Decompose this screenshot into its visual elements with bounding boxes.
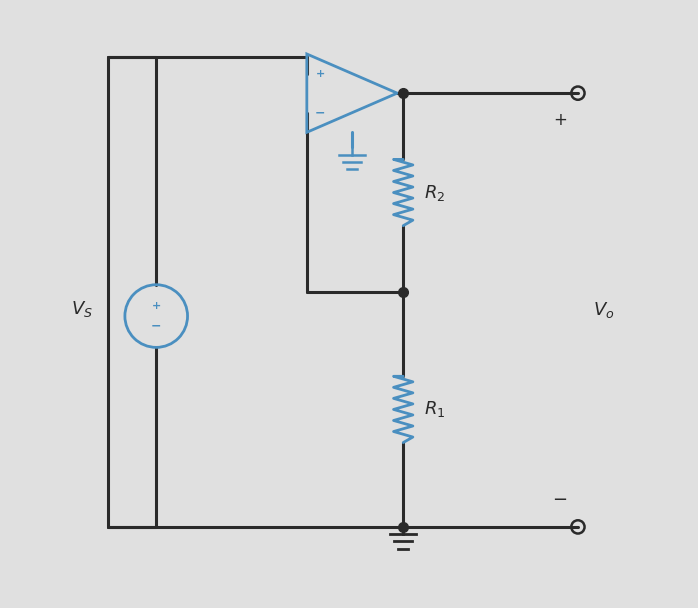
- Text: +: +: [151, 301, 161, 311]
- Text: −: −: [151, 320, 161, 333]
- Text: −: −: [315, 106, 325, 119]
- Text: $R_1$: $R_1$: [424, 399, 446, 420]
- Text: +: +: [315, 69, 325, 78]
- Text: $V_S$: $V_S$: [71, 299, 93, 319]
- Text: $R_2$: $R_2$: [424, 182, 445, 202]
- Text: $V_o$: $V_o$: [593, 300, 614, 320]
- Text: −: −: [552, 491, 567, 509]
- Text: +: +: [553, 111, 567, 130]
